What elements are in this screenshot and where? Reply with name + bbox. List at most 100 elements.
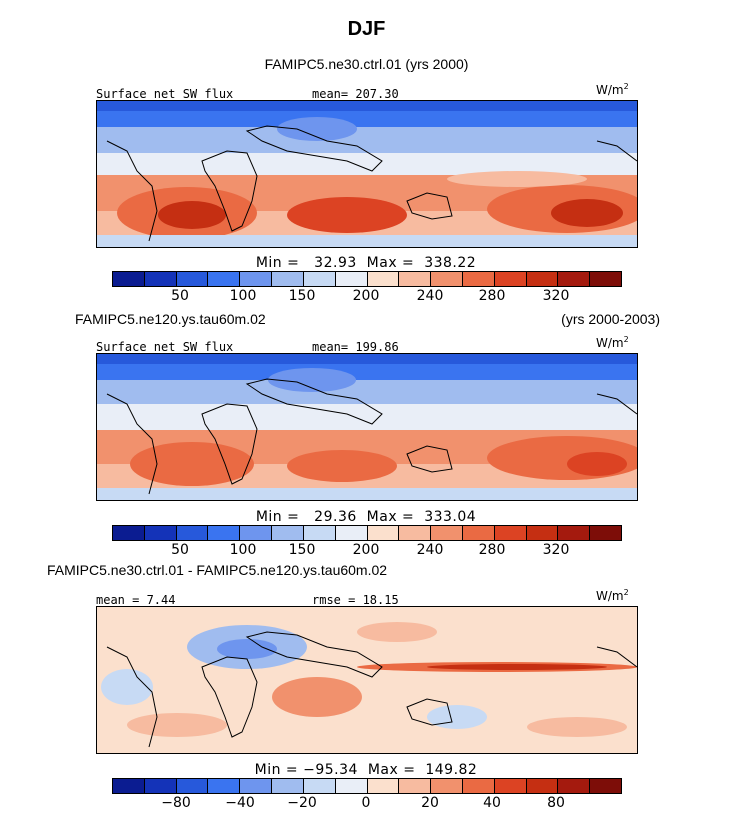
panel3-colorbar [112, 778, 622, 794]
panel3-tick: 80 [547, 795, 565, 811]
colorbar-swatch [272, 779, 304, 793]
panel1-variable-label: Surface net SW flux [96, 87, 234, 101]
panel1-coastlines [106, 125, 637, 242]
colorbar-swatch [240, 779, 273, 793]
panel3-rmse-label: rmse = 18.15 [312, 593, 399, 607]
colorbar-swatch [272, 526, 304, 540]
panel1-header: FAMIPC5.ne30.ctrl.01 (yrs 2000) [264, 56, 469, 72]
colorbar-swatch [303, 526, 336, 540]
panel1-units: W/m2 [596, 82, 629, 97]
colorbar-swatch [558, 526, 591, 540]
colorbar-swatch [113, 272, 145, 286]
colorbar-swatch [367, 526, 400, 540]
panel2-tick: 200 [352, 542, 380, 558]
panel3-map [96, 606, 638, 754]
colorbar-swatch [113, 526, 145, 540]
panel3-field [97, 607, 637, 753]
colorbar-swatch [208, 779, 241, 793]
colorbar-swatch [462, 272, 495, 286]
colorbar-swatch [367, 779, 400, 793]
panel2-colorbar-ticks: 50 100 150 200 240 280 320 [112, 542, 620, 560]
colorbar-swatch [240, 526, 273, 540]
panel1-field [97, 101, 637, 247]
panel2-band-arctic [97, 354, 637, 364]
panel1-colorbar [112, 271, 622, 287]
colorbar-swatch [240, 272, 273, 286]
panel3-header: FAMIPC5.ne30.ctrl.01 - FAMIPC5.ne120.ys.… [47, 562, 388, 578]
panel3-patch-indian [272, 677, 362, 717]
colorbar-swatch [144, 526, 177, 540]
panel3-patch-sahara-core [217, 639, 277, 659]
panel1-patch-eurasia [277, 117, 357, 141]
colorbar-swatch [208, 272, 241, 286]
colorbar-swatch [176, 526, 209, 540]
panel3-patch-spac [527, 717, 627, 737]
panel2-patch-spac-core [567, 452, 627, 476]
colorbar-swatch [176, 779, 209, 793]
panel2-patch-satl [130, 442, 254, 486]
panel3-mean-label: mean = 7.44 [96, 593, 176, 607]
panel2-tick: 100 [229, 542, 257, 558]
panel3-patch-itcz-core [427, 664, 607, 670]
panel2-variable-label: Surface net SW flux [96, 340, 234, 354]
colorbar-swatch [399, 526, 432, 540]
colorbar-swatch [399, 779, 432, 793]
colorbar-swatch [526, 272, 559, 286]
panel1-tick: 200 [352, 288, 380, 304]
colorbar-swatch [367, 272, 400, 286]
panel2-mean-label: mean= 199.86 [312, 340, 399, 354]
colorbar-swatch [144, 779, 177, 793]
colorbar-swatch [494, 272, 527, 286]
colorbar-swatch [399, 272, 432, 286]
colorbar-swatch [558, 779, 591, 793]
panel3-patch-australia [427, 705, 487, 729]
panel2-tick: 50 [171, 542, 189, 558]
panel2-tick: 240 [416, 542, 444, 558]
colorbar-swatch [462, 779, 495, 793]
panel2-header-left: FAMIPC5.ne120.ys.tau60m.02 [75, 311, 266, 327]
panel3-tick: 40 [483, 795, 501, 811]
panel2-band-tropics [97, 404, 637, 430]
panel2-colorbar [112, 525, 622, 541]
panel1-band-midlat [97, 127, 637, 153]
panel2-patch-eurasia [268, 368, 356, 392]
colorbar-swatch [494, 526, 527, 540]
panel2-header-right: (yrs 2000-2003) [561, 311, 660, 327]
panel1-colorbar-ticks: 50 100 150 200 240 280 320 [112, 288, 620, 306]
panel1-band-tropics [97, 153, 637, 175]
panel3-patch-asia [357, 622, 437, 642]
colorbar-swatch [113, 779, 145, 793]
panel2-minmax: Min = 29.36 Max = 333.04 [255, 509, 477, 525]
colorbar-swatch [335, 526, 368, 540]
panel2-units: W/m2 [596, 335, 629, 350]
panel1-map [96, 100, 638, 248]
colorbar-swatch [462, 526, 495, 540]
colorbar-swatch [494, 779, 527, 793]
panel1-tick: 320 [542, 288, 570, 304]
panel2-tick: 320 [542, 542, 570, 558]
panel1-tick: 240 [416, 288, 444, 304]
panel3-minmax: Min = −95.34 Max = 149.82 [254, 762, 478, 778]
panel3-tick: −80 [161, 795, 191, 811]
panel3-patch-samerica [101, 669, 153, 705]
panel2-field [97, 354, 637, 500]
panel1-patch-spac-core [551, 199, 623, 227]
panel1-band-southern-ocean [97, 235, 637, 247]
panel2-band-midlat [97, 380, 637, 404]
panel3-coastlines [106, 631, 637, 748]
panel1-mean-label: mean= 207.30 [312, 87, 399, 101]
page-title: DJF [347, 18, 386, 40]
panel1-tick: 50 [171, 288, 189, 304]
colorbar-swatch [431, 779, 463, 793]
colorbar-swatch [558, 272, 591, 286]
panel1-patch-indian [287, 197, 407, 233]
colorbar-swatch [431, 272, 463, 286]
panel3-tick: −40 [225, 795, 255, 811]
panel1-patch-satl-core [158, 201, 226, 229]
colorbar-swatch [590, 272, 621, 286]
colorbar-swatch [590, 779, 621, 793]
panel3-tick: −20 [287, 795, 317, 811]
colorbar-swatch [144, 272, 177, 286]
panel1-band-arctic [97, 101, 637, 111]
panel1-tick: 100 [229, 288, 257, 304]
